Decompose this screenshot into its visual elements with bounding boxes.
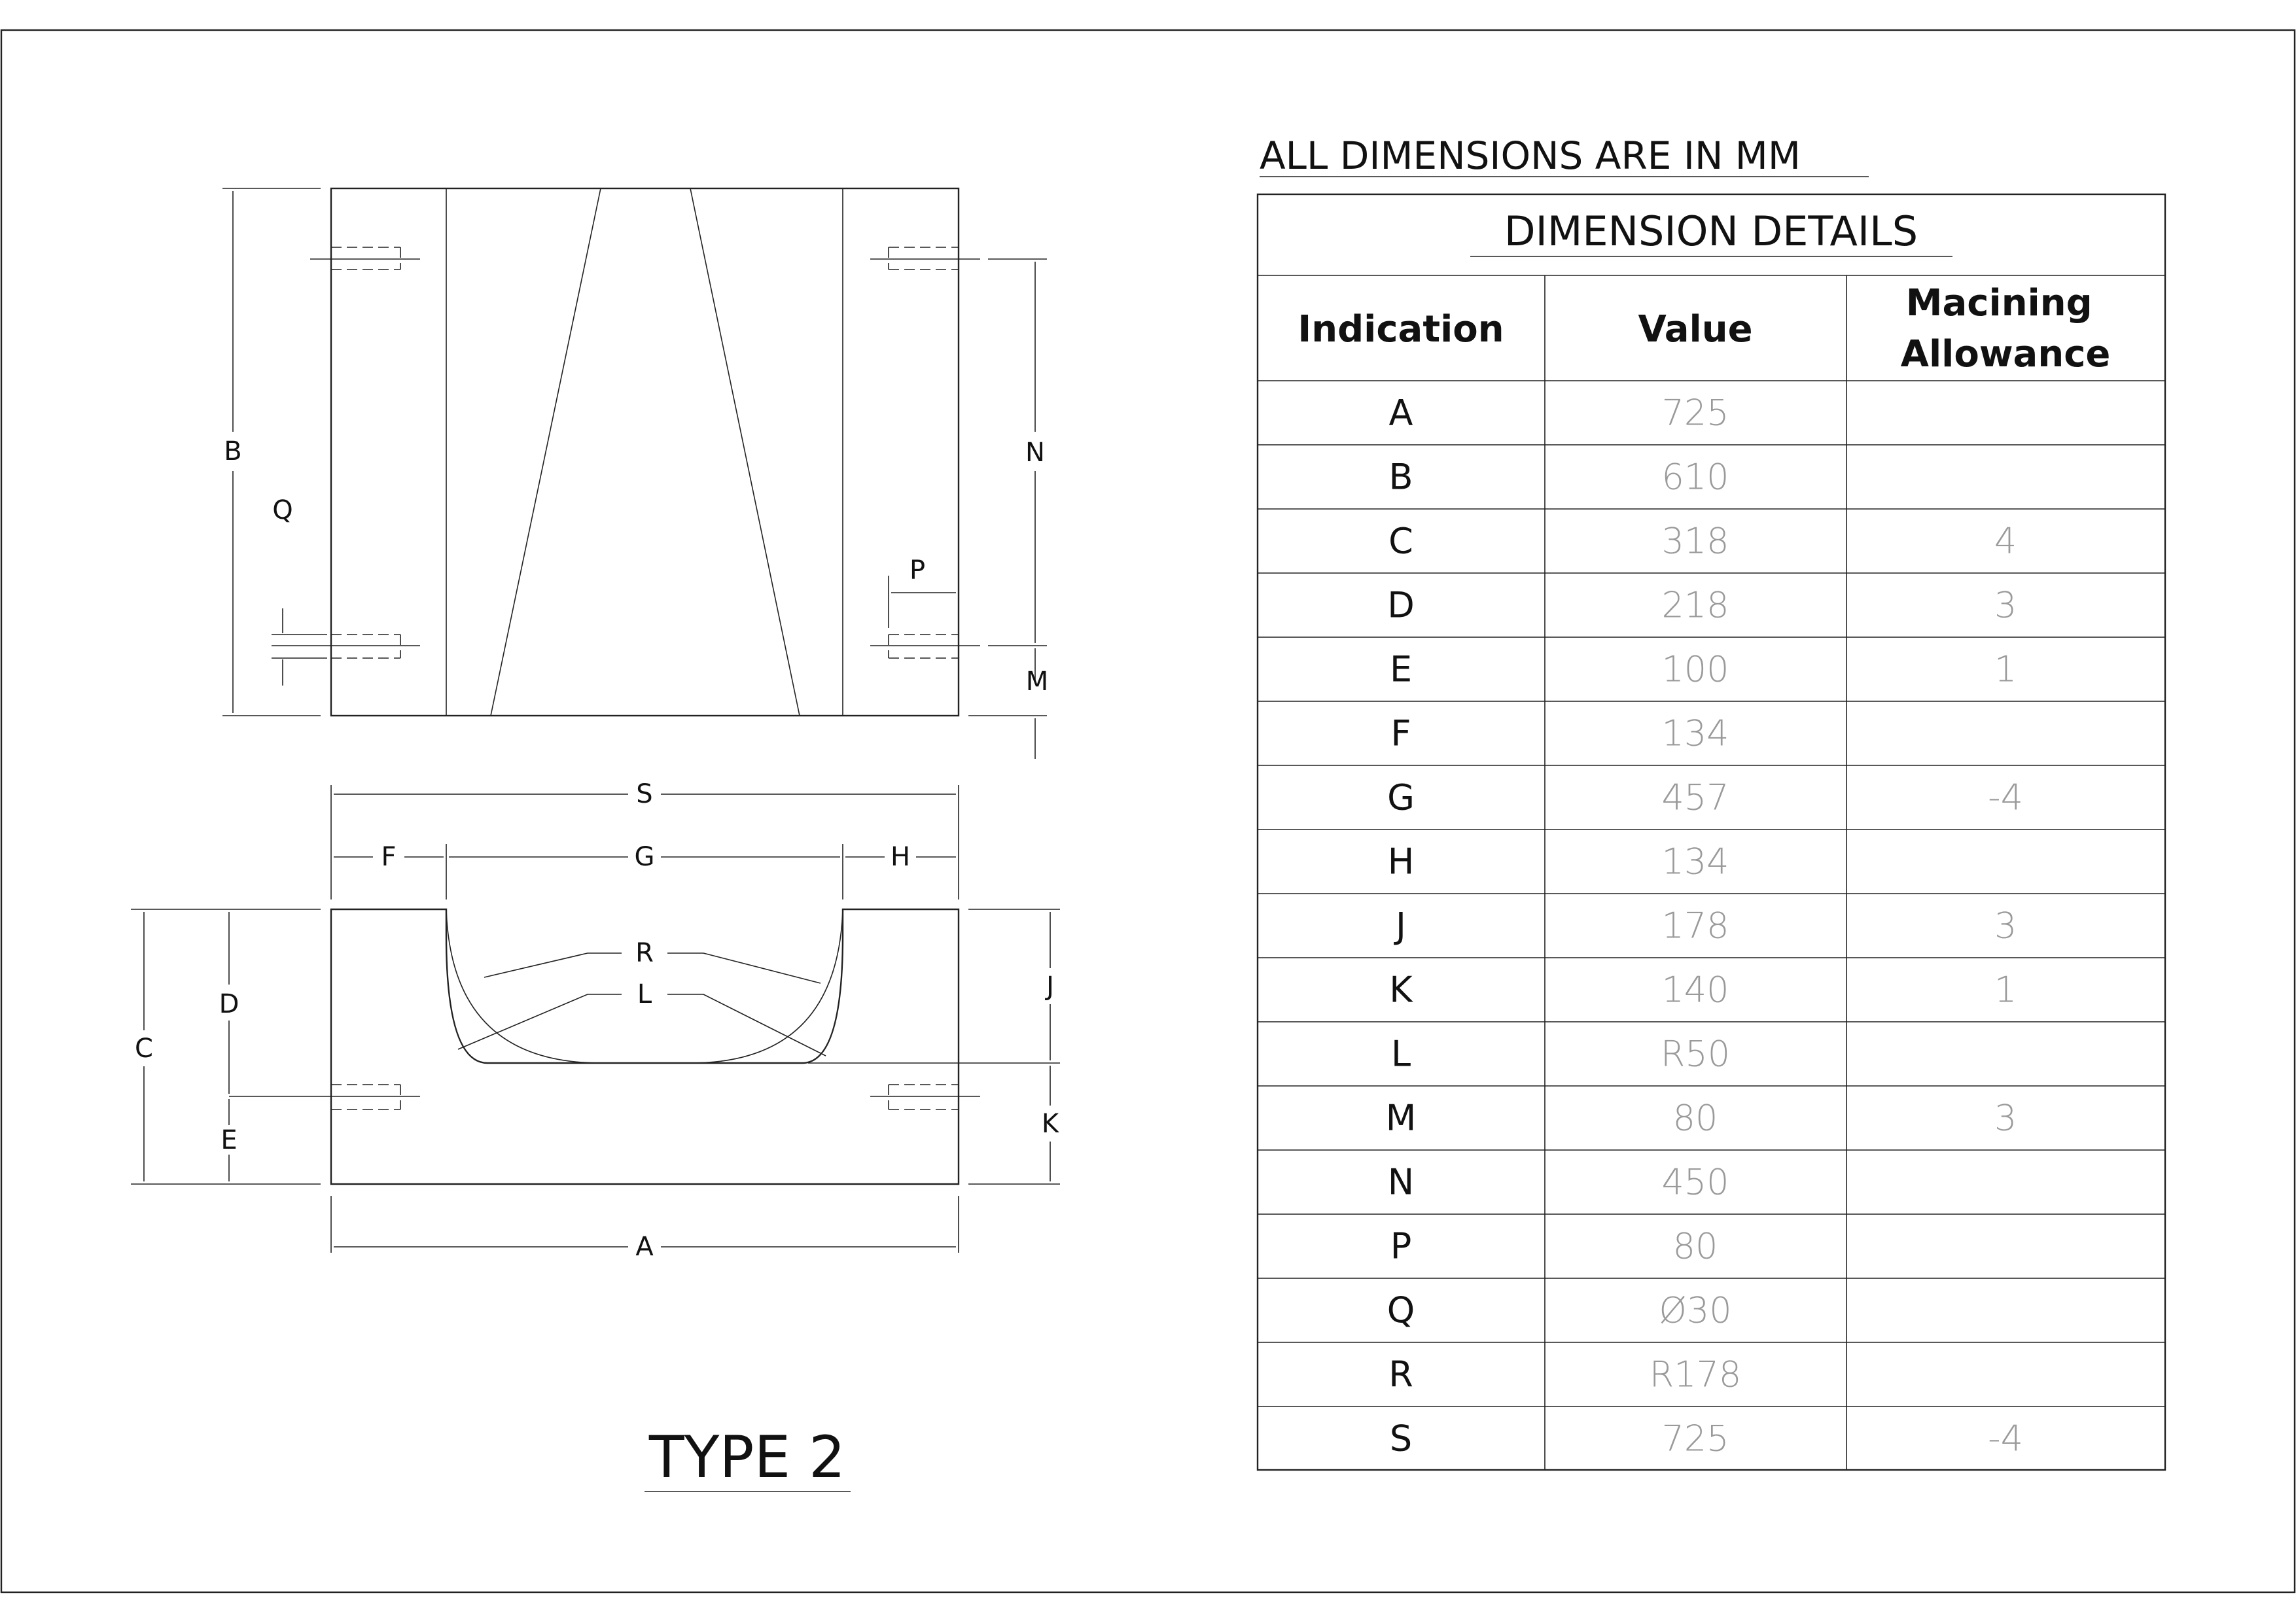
cell-value: 218 <box>1661 585 1729 626</box>
cell-indication: B <box>1388 457 1413 498</box>
cell-value: 178 <box>1661 905 1729 947</box>
dim-label-p: P <box>910 555 925 585</box>
table-frame <box>1256 193 2166 1471</box>
cell-indication: S <box>1390 1418 1412 1459</box>
dim-fgh: F G H <box>334 842 956 899</box>
dim-n: N <box>988 258 1047 646</box>
front-view: S F G H R L <box>131 779 1060 1262</box>
cell-value: Ø30 <box>1659 1290 1731 1331</box>
dim-label-c: C <box>135 1034 153 1064</box>
top-view-outline <box>330 187 960 717</box>
cell-allowance: 3 <box>1994 1098 2017 1139</box>
arc-r-left <box>446 909 601 1064</box>
cell-indication: F <box>1390 713 1411 754</box>
cell-indication: D <box>1387 585 1415 626</box>
cell-value: 134 <box>1661 713 1729 754</box>
cell-indication: P <box>1390 1226 1412 1267</box>
dim-label-j: J <box>1044 971 1054 1002</box>
hole-front-right <box>870 1084 980 1110</box>
cell-value: 140 <box>1661 969 1729 1011</box>
cell-allowance: 1 <box>1994 969 2017 1011</box>
cell-value: 80 <box>1673 1098 1718 1139</box>
cell-indication: K <box>1389 969 1413 1011</box>
dim-a: A <box>330 1196 959 1262</box>
leaders-r-l: R L <box>457 938 826 1056</box>
dim-q: Q <box>272 495 327 686</box>
top-view: B Q N M P <box>222 187 1048 759</box>
dim-c: C <box>131 909 321 1185</box>
dim-label-s: S <box>636 779 652 809</box>
drawing-title: TYPE 2 <box>648 1423 845 1491</box>
sheet-border <box>0 29 2296 1594</box>
hole-bottom-left <box>272 634 420 659</box>
dim-p: P <box>888 555 959 628</box>
hole-top-left <box>310 247 420 270</box>
cell-indication: A <box>1389 393 1413 434</box>
cell-indication: N <box>1388 1162 1414 1203</box>
table-title: DIMENSION DETAILS <box>1504 207 1918 255</box>
cell-value: R178 <box>1650 1354 1742 1395</box>
hole-front-left <box>301 1084 420 1110</box>
dim-label-k: K <box>1042 1109 1060 1139</box>
cell-indication: M <box>1386 1098 1417 1139</box>
taper-line-left <box>490 188 601 716</box>
dim-label-f: F <box>381 842 396 872</box>
col-header-allowance: Macining Allowance <box>1901 282 2111 375</box>
arc-r-right <box>690 909 843 1064</box>
cell-indication: H <box>1388 841 1415 882</box>
hole-bottom-right <box>870 634 980 659</box>
dim-label-l: L <box>637 979 652 1009</box>
cell-indication: E <box>1390 649 1412 690</box>
dim-label-q: Q <box>272 495 292 525</box>
dim-m: M <box>968 648 1048 759</box>
taper-line-right <box>690 188 800 716</box>
cell-allowance: -4 <box>1988 777 2023 818</box>
cell-allowance: 4 <box>1994 521 2017 562</box>
dim-label-a: A <box>635 1232 654 1262</box>
cell-indication: L <box>1391 1034 1411 1075</box>
dim-label-h: H <box>891 842 910 872</box>
cell-allowance: -4 <box>1988 1418 2023 1459</box>
units-note: ALL DIMENSIONS ARE IN MM <box>1260 133 1801 178</box>
cell-value: 100 <box>1661 649 1729 690</box>
cell-indication: J <box>1394 905 1406 947</box>
cell-value: 450 <box>1661 1162 1729 1203</box>
dim-label-r: R <box>635 938 654 968</box>
cell-indication: C <box>1388 521 1413 562</box>
dim-s: S <box>330 779 959 899</box>
cell-value: 318 <box>1661 521 1729 562</box>
cell-allowance: 3 <box>1994 905 2017 947</box>
cell-value: 80 <box>1673 1226 1718 1267</box>
cell-indication: R <box>1388 1354 1413 1395</box>
dimension-table: DIMENSION DETAILS Indication Value Macin… <box>1256 193 2166 1471</box>
cell-value: 134 <box>1661 841 1729 882</box>
cell-value: 725 <box>1661 393 1729 434</box>
dim-label-n: N <box>1025 438 1045 468</box>
hole-top-right <box>870 247 980 270</box>
cell-indication: G <box>1387 777 1415 818</box>
dim-label-g: G <box>635 842 655 872</box>
dim-label-m: M <box>1026 667 1049 697</box>
dim-label-e: E <box>221 1125 237 1155</box>
dim-label-b: B <box>224 436 241 466</box>
cell-indication: Q <box>1387 1290 1415 1331</box>
cell-allowance: 3 <box>1994 585 2017 626</box>
cell-allowance: 1 <box>1994 649 2017 690</box>
front-view-outline <box>330 908 960 1185</box>
cell-value: R50 <box>1661 1034 1730 1075</box>
cell-value: 610 <box>1661 457 1729 498</box>
dim-label-d: D <box>219 989 239 1019</box>
cell-value: 725 <box>1661 1418 1729 1459</box>
dim-j-k: J K <box>808 909 1060 1185</box>
cell-value: 457 <box>1661 777 1729 818</box>
col-header-indication: Indication <box>1298 308 1504 351</box>
dim-b: B <box>222 188 321 716</box>
dim-d-e: D E <box>219 912 301 1181</box>
col-header-value: Value <box>1638 308 1752 351</box>
